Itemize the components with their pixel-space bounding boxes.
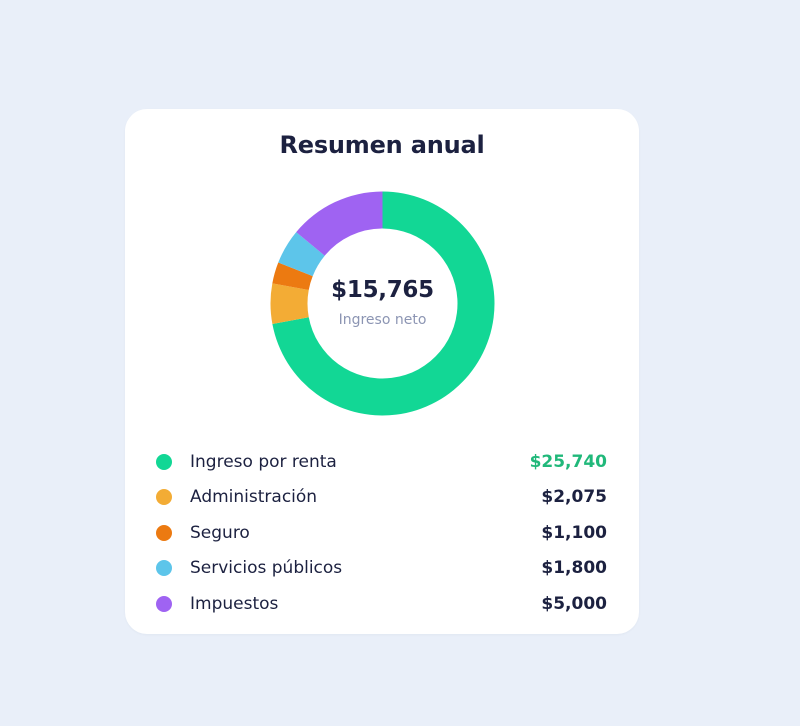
card-title: Resumen anual bbox=[279, 131, 485, 159]
donut-slice-rental-income bbox=[272, 191, 495, 416]
blue-dot-icon bbox=[156, 560, 172, 577]
legend-item-taxes: Impuestos $5,000 bbox=[156, 586, 607, 622]
orange-dot-icon bbox=[156, 524, 172, 541]
legend-label: Servicios públicos bbox=[190, 558, 343, 579]
legend-value: $1,100 bbox=[541, 522, 607, 543]
donut-slice-administration bbox=[270, 283, 309, 324]
donut-chart-svg bbox=[270, 191, 495, 416]
legend-item-utilities: Servicios públicos $1,800 bbox=[156, 551, 607, 587]
legend: Ingreso por renta $25,740 Administración… bbox=[156, 444, 607, 622]
donut-chart: $15,765 Ingreso neto bbox=[270, 191, 495, 416]
legend-label: Ingreso por renta bbox=[190, 451, 337, 472]
donut-slice-taxes bbox=[296, 191, 383, 256]
annual-summary-card: Resumen anual $15,765 Ingreso neto Ingre… bbox=[125, 109, 639, 634]
yellow-dot-icon bbox=[156, 489, 172, 506]
legend-value: $1,800 bbox=[541, 558, 607, 579]
legend-value: $25,740 bbox=[529, 451, 607, 472]
legend-label: Administración bbox=[190, 487, 318, 508]
legend-value: $5,000 bbox=[541, 593, 607, 614]
green-dot-icon bbox=[156, 453, 172, 470]
net-income-label: Ingreso neto bbox=[338, 312, 427, 328]
donut-slice-utilities bbox=[278, 232, 325, 277]
legend-label: Seguro bbox=[190, 522, 250, 543]
legend-item-rental-income: Ingreso por renta $25,740 bbox=[156, 444, 607, 480]
legend-item-administration: Administración $2,075 bbox=[156, 480, 607, 516]
donut-slice-insurance bbox=[272, 262, 313, 291]
legend-item-insurance: Seguro $1,100 bbox=[156, 515, 607, 551]
legend-value: $2,075 bbox=[541, 487, 607, 508]
legend-label: Impuestos bbox=[190, 593, 279, 614]
net-income-value: $15,765 bbox=[331, 277, 434, 303]
purple-dot-icon bbox=[156, 595, 172, 612]
